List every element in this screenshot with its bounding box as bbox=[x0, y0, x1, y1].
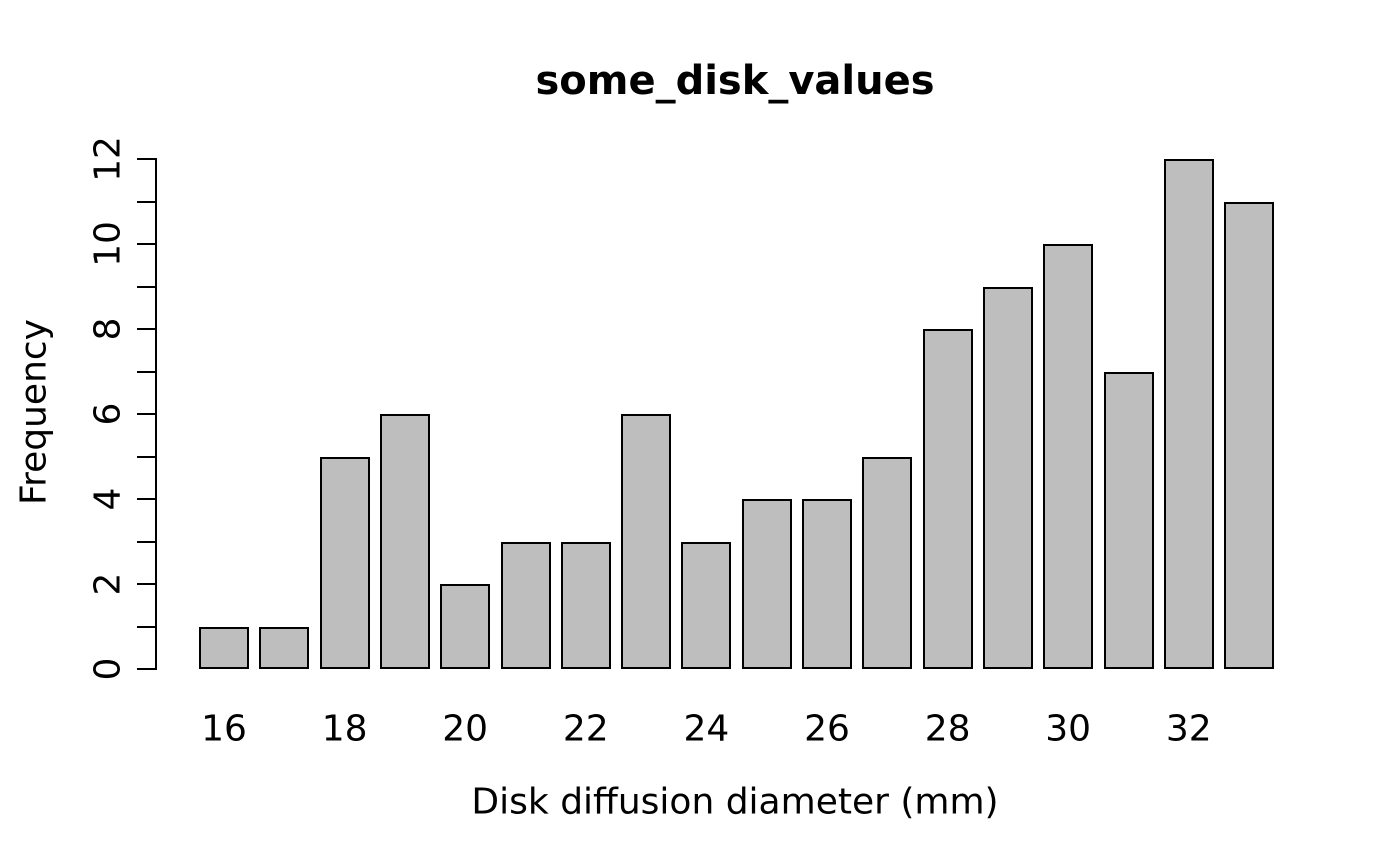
y-axis-tick bbox=[137, 200, 157, 203]
y-axis-tick bbox=[137, 243, 157, 245]
bar bbox=[681, 541, 732, 669]
x-axis-tick-label: 26 bbox=[804, 708, 850, 750]
bar bbox=[1224, 201, 1275, 669]
bar bbox=[621, 414, 672, 669]
bar bbox=[802, 499, 852, 669]
y-axis-tick bbox=[137, 583, 157, 585]
bar bbox=[982, 286, 1033, 669]
y-axis-tick-label: 6 bbox=[87, 402, 129, 426]
bar bbox=[1163, 159, 1214, 669]
x-axis-tick-label: 20 bbox=[442, 708, 489, 750]
y-axis-tick bbox=[137, 370, 157, 373]
y-axis-tick bbox=[137, 498, 157, 500]
y-axis-tick-label: 12 bbox=[87, 136, 129, 182]
x-axis-tick-label: 18 bbox=[321, 708, 368, 750]
bar bbox=[500, 541, 551, 669]
bar bbox=[199, 626, 249, 669]
y-axis-tick-label: 2 bbox=[87, 572, 129, 596]
bar bbox=[440, 584, 491, 669]
chart-title: some_disk_values bbox=[535, 58, 935, 104]
y-axis-tick bbox=[137, 413, 157, 415]
y-axis-tick bbox=[137, 668, 157, 670]
y-axis-tick-label: 10 bbox=[87, 221, 129, 267]
y-axis-tick-label: 4 bbox=[87, 487, 129, 511]
x-axis-tick-label: 16 bbox=[201, 708, 247, 750]
bar bbox=[1043, 244, 1094, 669]
y-axis-tick bbox=[137, 540, 157, 543]
bar bbox=[259, 626, 310, 669]
bar bbox=[319, 456, 370, 669]
x-axis-tick-label: 24 bbox=[683, 708, 730, 750]
x-axis-label: Disk diffusion diameter (mm) bbox=[471, 781, 999, 823]
y-axis-tick bbox=[137, 328, 157, 330]
bar bbox=[560, 541, 611, 669]
y-axis-tick bbox=[137, 158, 157, 160]
bar bbox=[1103, 371, 1154, 669]
y-axis-tick-label: 0 bbox=[87, 657, 129, 681]
bar bbox=[741, 499, 792, 669]
y-axis-tick bbox=[137, 455, 157, 458]
y-axis-tick bbox=[137, 625, 157, 628]
x-axis-tick-label: 30 bbox=[1045, 708, 1092, 750]
x-axis-tick-label: 32 bbox=[1165, 708, 1212, 750]
y-axis-tick bbox=[137, 285, 157, 288]
x-axis-tick-label: 22 bbox=[562, 708, 609, 750]
y-axis-tick-label: 8 bbox=[87, 317, 129, 341]
bar bbox=[922, 329, 973, 669]
x-axis-tick-label: 28 bbox=[924, 708, 971, 750]
bar bbox=[379, 414, 430, 669]
bar bbox=[862, 456, 913, 669]
